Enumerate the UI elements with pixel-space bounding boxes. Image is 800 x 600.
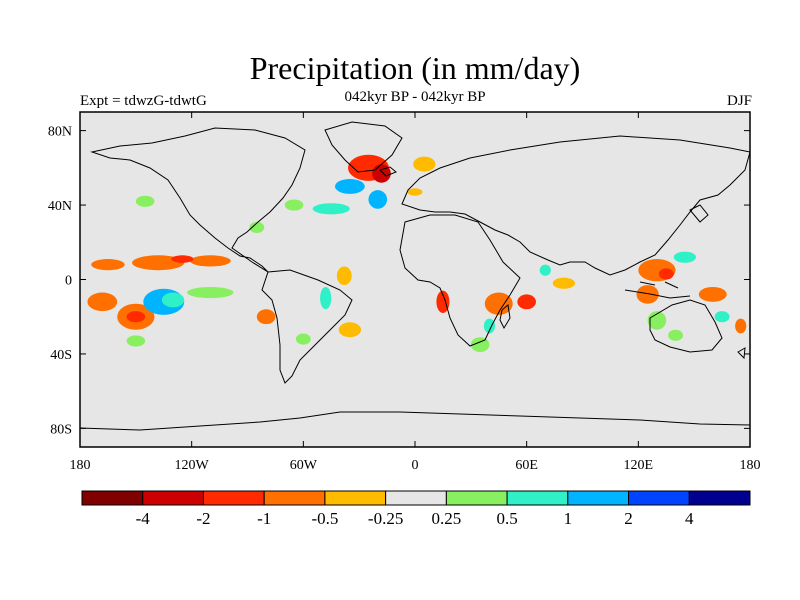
x-tick-label: 60E [515, 458, 538, 473]
coastline-africa [399, 214, 521, 347]
anomaly-region [636, 285, 659, 304]
anomaly-region [483, 318, 496, 334]
colorbar-label: 0.25 [431, 509, 461, 528]
coastline-japan [689, 204, 709, 223]
experiment-label: Expt = tdwzG-tdwtG [80, 93, 207, 109]
anomaly-region [126, 311, 146, 323]
anomaly-region [126, 335, 146, 347]
colorbar-label: -2 [196, 509, 210, 528]
y-tick-label: 40N [48, 199, 72, 214]
anomaly-region [539, 264, 551, 276]
anomaly-region [698, 286, 727, 302]
colorbar-swatch [506, 490, 569, 506]
anomaly-region [320, 286, 332, 310]
anomaly-region [171, 255, 194, 263]
anomaly-region [413, 156, 436, 172]
colorbar-swatch [142, 490, 204, 506]
anomaly-region [735, 318, 747, 334]
anomaly-region [312, 203, 350, 215]
coastline-iceland [379, 166, 397, 177]
anomaly-region [338, 322, 362, 338]
coastline-madagascar [499, 304, 511, 330]
anomaly-region [336, 266, 352, 286]
coastline-antarctica [80, 411, 750, 431]
anomaly-region [517, 294, 536, 310]
anomaly-region [334, 179, 365, 194]
anomaly-region [668, 329, 683, 341]
colorbar-swatch [628, 490, 690, 506]
colorbar-label: 1 [564, 509, 573, 528]
chart-title: Precipitation (in mm/day) [249, 50, 581, 86]
colorbar-swatch [202, 490, 265, 506]
anomaly-region [470, 337, 490, 353]
anomaly-region [187, 286, 234, 299]
anomaly-region [658, 268, 674, 280]
colorbar-swatch [81, 490, 144, 506]
anomaly-region [161, 292, 185, 308]
anomaly-region [249, 221, 265, 233]
colorbar-swatch [385, 490, 447, 506]
season-label: DJF [726, 93, 752, 109]
anomaly-region [407, 188, 423, 196]
anomaly-region [189, 255, 231, 267]
colorbar-label: 0.5 [496, 509, 517, 528]
x-tick-label: 180 [740, 458, 761, 473]
colorbar-swatch [688, 490, 751, 506]
anomaly-region [135, 195, 155, 207]
colorbar-label: 4 [685, 509, 694, 528]
anomaly-region [91, 259, 125, 271]
x-tick-label: 120E [624, 458, 654, 473]
anomaly-region [436, 290, 450, 314]
x-tick-label: 180 [70, 458, 91, 473]
anomaly-layer [87, 154, 747, 353]
colorbar-label: -0.5 [311, 509, 338, 528]
coastline-new-zealand [737, 347, 746, 360]
y-tick-label: 40S [50, 348, 72, 363]
y-tick-label: 80S [50, 422, 72, 437]
x-tick-label: 0 [412, 458, 419, 473]
coastlines [80, 121, 750, 431]
colorbar-swatch [263, 490, 326, 506]
colorbar-swatch [324, 490, 387, 506]
colorbar-label: -4 [136, 509, 151, 528]
anomaly-region [284, 199, 304, 211]
anomaly-region [295, 333, 311, 345]
colorbar-swatch [445, 490, 508, 506]
anomaly-region [552, 277, 576, 289]
anomaly-region [372, 164, 391, 183]
coastline-greenland [324, 121, 403, 173]
x-tick-label: 60W [290, 458, 318, 473]
coastline-south-america [261, 269, 353, 384]
anomaly-region [673, 251, 697, 263]
colorbar-label: 2 [624, 509, 633, 528]
coastline-eurasia [401, 135, 750, 276]
colorbar: -4 -2 -1 -0.5 -0.25 0.25 0.5 1 2 4 [81, 490, 751, 528]
y-tick-label: 0 [65, 274, 72, 289]
anomaly-region [647, 311, 667, 330]
coastline-north-america [90, 127, 306, 273]
y-tick-label: 80N [48, 125, 72, 140]
colorbar-label: -1 [257, 509, 271, 528]
anomaly-region [484, 292, 513, 315]
anomaly-region [256, 309, 276, 325]
anomaly-region [87, 292, 118, 312]
anomaly-region [714, 311, 730, 323]
anomaly-region [368, 190, 388, 209]
chart-subtitle: 042kyr BP - 042kyr BP [344, 89, 486, 105]
axis-ticks: 80N 40N 0 40S 80S 180 120W 60W 0 60E 120E 180 [48, 112, 761, 473]
colorbar-swatch [567, 490, 630, 506]
coastline-indonesia [624, 281, 691, 299]
x-tick-label: 120W [175, 458, 210, 473]
coastline-australia [649, 299, 723, 353]
colorbar-label: -0.25 [368, 509, 403, 528]
